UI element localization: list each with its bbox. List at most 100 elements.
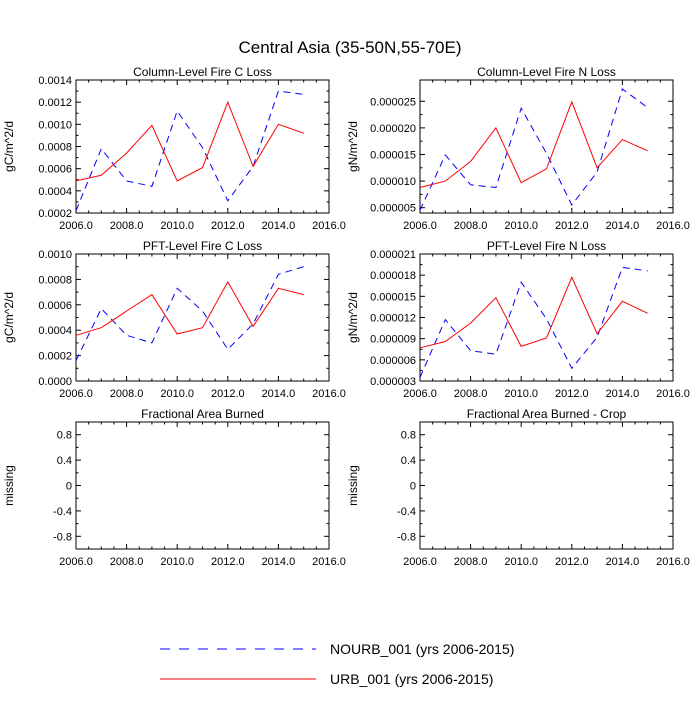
y-tick-label: 0.000006 (370, 355, 416, 367)
x-tick-label: 2012.0 (211, 388, 245, 400)
x-tick-label: 2010.0 (160, 220, 194, 232)
series-line-URB_001 (419, 276, 648, 349)
panel-title: PFT-Level Fire C Loss (143, 239, 262, 253)
panel-title: PFT-Level Fire N Loss (487, 239, 606, 253)
y-tick-label: 0.0000 (38, 376, 72, 388)
x-tick-label: 2016.0 (656, 220, 690, 232)
y-axis-label: missing (346, 465, 360, 506)
y-axis-label: gN/m^2/d (346, 121, 360, 172)
y-tick-label: 0.8 (401, 430, 416, 442)
y-tick-label: 0.000018 (370, 270, 416, 282)
series-line-URB_001 (75, 280, 304, 336)
y-tick-label: 0.4 (57, 455, 72, 467)
panel-3: PFT-Level Fire C Loss gC/m^2/d 2006.0 2008.… (2, 239, 346, 400)
panel-2: Column-Level Fire N Loss gN/m^2/d 2006.0 20… (346, 65, 690, 232)
panel-title: Fractional Area Burned (141, 407, 264, 421)
y-tick-label: -0.4 (53, 506, 72, 518)
y-axis-label: missing (2, 465, 16, 506)
x-tick-label: 2014.0 (606, 556, 640, 568)
panel-6: Fractional Area Burned - Crop missing 2006… (346, 407, 690, 568)
y-axis-label: gN/m^2/d (346, 292, 360, 343)
x-tick-label: 2006.0 (59, 556, 93, 568)
y-tick-label: 0.0006 (38, 164, 72, 176)
y-tick-label: 0.000010 (370, 176, 416, 188)
y-tick-label: 0.0012 (38, 97, 72, 109)
panel-5: Fractional Area Burned missing 2006.0 2008.… (2, 407, 346, 568)
panel-4: PFT-Level Fire N Loss gN/m^2/d 2006.0 2008.… (346, 239, 690, 400)
x-tick-label: 2014.0 (606, 220, 640, 232)
y-axis-label: gC/m^2/d (2, 292, 16, 343)
y-tick-label: 0.000015 (370, 291, 416, 303)
y-tick-label: 0.000003 (370, 376, 416, 388)
x-tick-label: 2008.0 (110, 388, 144, 400)
legend-label-URB_001: URB_001 (yrs 2006-2015) (330, 671, 493, 687)
panel-title: Column-Level Fire C Loss (133, 65, 272, 79)
panel-1: Column-Level Fire C Loss gC/m^2/d 2006.0 20… (2, 65, 346, 232)
y-tick-label: 0.0004 (38, 325, 72, 337)
y-tick-label: 0.000021 (370, 249, 416, 261)
x-tick-label: 2006.0 (403, 388, 437, 400)
x-tick-label: 2008.0 (454, 388, 488, 400)
y-tick-label: 0.0010 (38, 119, 72, 131)
y-tick-label: -0.8 (53, 531, 72, 543)
panel-frame (419, 79, 674, 214)
x-tick-label: 2016.0 (656, 556, 690, 568)
y-tick-label: 0.0008 (38, 274, 72, 286)
y-tick-label: 0.000025 (370, 96, 416, 108)
y-tick-label: 0.000005 (370, 203, 416, 215)
x-tick-label: 2012.0 (211, 220, 245, 232)
x-tick-label: 2012.0 (555, 220, 589, 232)
y-tick-label: 0.0002 (38, 351, 72, 363)
x-tick-label: 2014.0 (262, 388, 296, 400)
y-tick-label: 0.0014 (38, 75, 72, 87)
x-tick-label: 2012.0 (211, 556, 245, 568)
y-tick-label: 0.0004 (38, 186, 72, 198)
figure-title: Central Asia (35-50N,55-70E) (238, 38, 461, 57)
x-tick-label: 2006.0 (59, 388, 93, 400)
panels: Column-Level Fire C Loss gC/m^2/d 2006.0 20… (2, 65, 690, 568)
x-tick-label: 2016.0 (312, 556, 346, 568)
y-tick-label: 0.000009 (370, 334, 416, 346)
series-line-NOURB_001 (419, 266, 648, 378)
x-tick-label: 2016.0 (312, 220, 346, 232)
legend-label-NOURB_001: NOURB_001 (yrs 2006-2015) (330, 641, 514, 657)
x-tick-label: 2008.0 (110, 556, 144, 568)
series-line-NOURB_001 (75, 266, 304, 361)
x-tick-label: 2010.0 (504, 556, 538, 568)
y-tick-label: 0.000020 (370, 123, 416, 135)
x-tick-label: 2008.0 (454, 556, 488, 568)
series-line-URB_001 (75, 100, 304, 182)
x-tick-label: 2016.0 (312, 388, 346, 400)
panel-frame (75, 253, 330, 382)
y-tick-label: 0.0002 (38, 208, 72, 220)
y-axis-label: gC/m^2/d (2, 121, 16, 172)
y-tick-label: 0 (410, 481, 416, 493)
x-tick-label: 2014.0 (262, 220, 296, 232)
x-tick-label: 2008.0 (110, 220, 144, 232)
x-tick-label: 2010.0 (504, 388, 538, 400)
y-tick-label: 0.0010 (38, 249, 72, 261)
x-tick-label: 2006.0 (59, 220, 93, 232)
panel-title: Fractional Area Burned - Crop (467, 407, 627, 421)
panel-title: Column-Level Fire N Loss (477, 65, 616, 79)
x-tick-label: 2010.0 (160, 388, 194, 400)
series-line-URB_001 (419, 100, 648, 188)
panel-frame (75, 421, 330, 550)
y-tick-label: -0.8 (397, 531, 416, 543)
legend: NOURB_001 (yrs 2006-2015) URB_001 (yrs 20… (160, 641, 514, 687)
x-tick-label: 2016.0 (656, 388, 690, 400)
panel-frame (419, 421, 674, 550)
panel-frame (419, 253, 674, 382)
y-tick-label: 0.0008 (38, 142, 72, 154)
y-tick-label: -0.4 (397, 506, 416, 518)
series-line-NOURB_001 (419, 88, 648, 211)
x-tick-label: 2006.0 (403, 556, 437, 568)
y-tick-label: 0.000015 (370, 149, 416, 161)
x-tick-label: 2014.0 (606, 388, 640, 400)
y-tick-label: 0.4 (401, 455, 416, 467)
x-tick-label: 2014.0 (262, 556, 296, 568)
y-tick-label: 0.0006 (38, 300, 72, 312)
x-tick-label: 2012.0 (555, 388, 589, 400)
